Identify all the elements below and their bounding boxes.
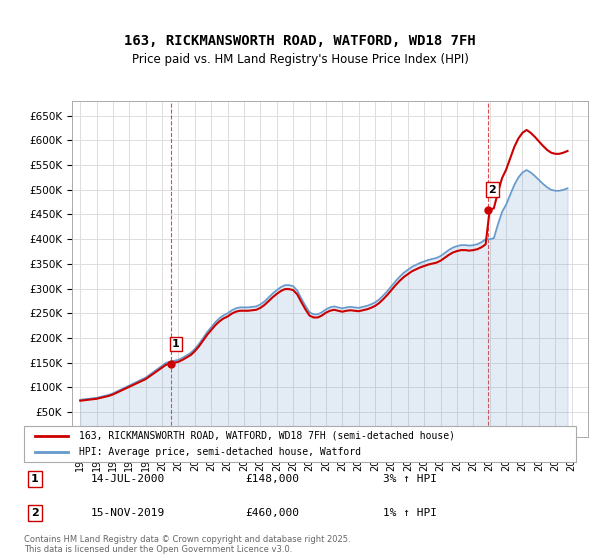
Text: 1: 1 <box>31 474 39 484</box>
Text: 163, RICKMANSWORTH ROAD, WATFORD, WD18 7FH (semi-detached house): 163, RICKMANSWORTH ROAD, WATFORD, WD18 7… <box>79 431 455 441</box>
Text: 1: 1 <box>172 339 180 349</box>
Text: £460,000: £460,000 <box>245 508 299 518</box>
Text: 2: 2 <box>488 185 496 195</box>
Text: HPI: Average price, semi-detached house, Watford: HPI: Average price, semi-detached house,… <box>79 447 361 457</box>
Text: 1% ↑ HPI: 1% ↑ HPI <box>383 508 437 518</box>
Text: £148,000: £148,000 <box>245 474 299 484</box>
FancyBboxPatch shape <box>24 426 576 462</box>
Text: Price paid vs. HM Land Registry's House Price Index (HPI): Price paid vs. HM Land Registry's House … <box>131 53 469 66</box>
Text: 163, RICKMANSWORTH ROAD, WATFORD, WD18 7FH: 163, RICKMANSWORTH ROAD, WATFORD, WD18 7… <box>124 34 476 48</box>
Text: 14-JUL-2000: 14-JUL-2000 <box>90 474 164 484</box>
Text: Contains HM Land Registry data © Crown copyright and database right 2025.
This d: Contains HM Land Registry data © Crown c… <box>24 535 350 554</box>
Text: 2: 2 <box>31 508 39 518</box>
Text: 15-NOV-2019: 15-NOV-2019 <box>90 508 164 518</box>
Text: 3% ↑ HPI: 3% ↑ HPI <box>383 474 437 484</box>
